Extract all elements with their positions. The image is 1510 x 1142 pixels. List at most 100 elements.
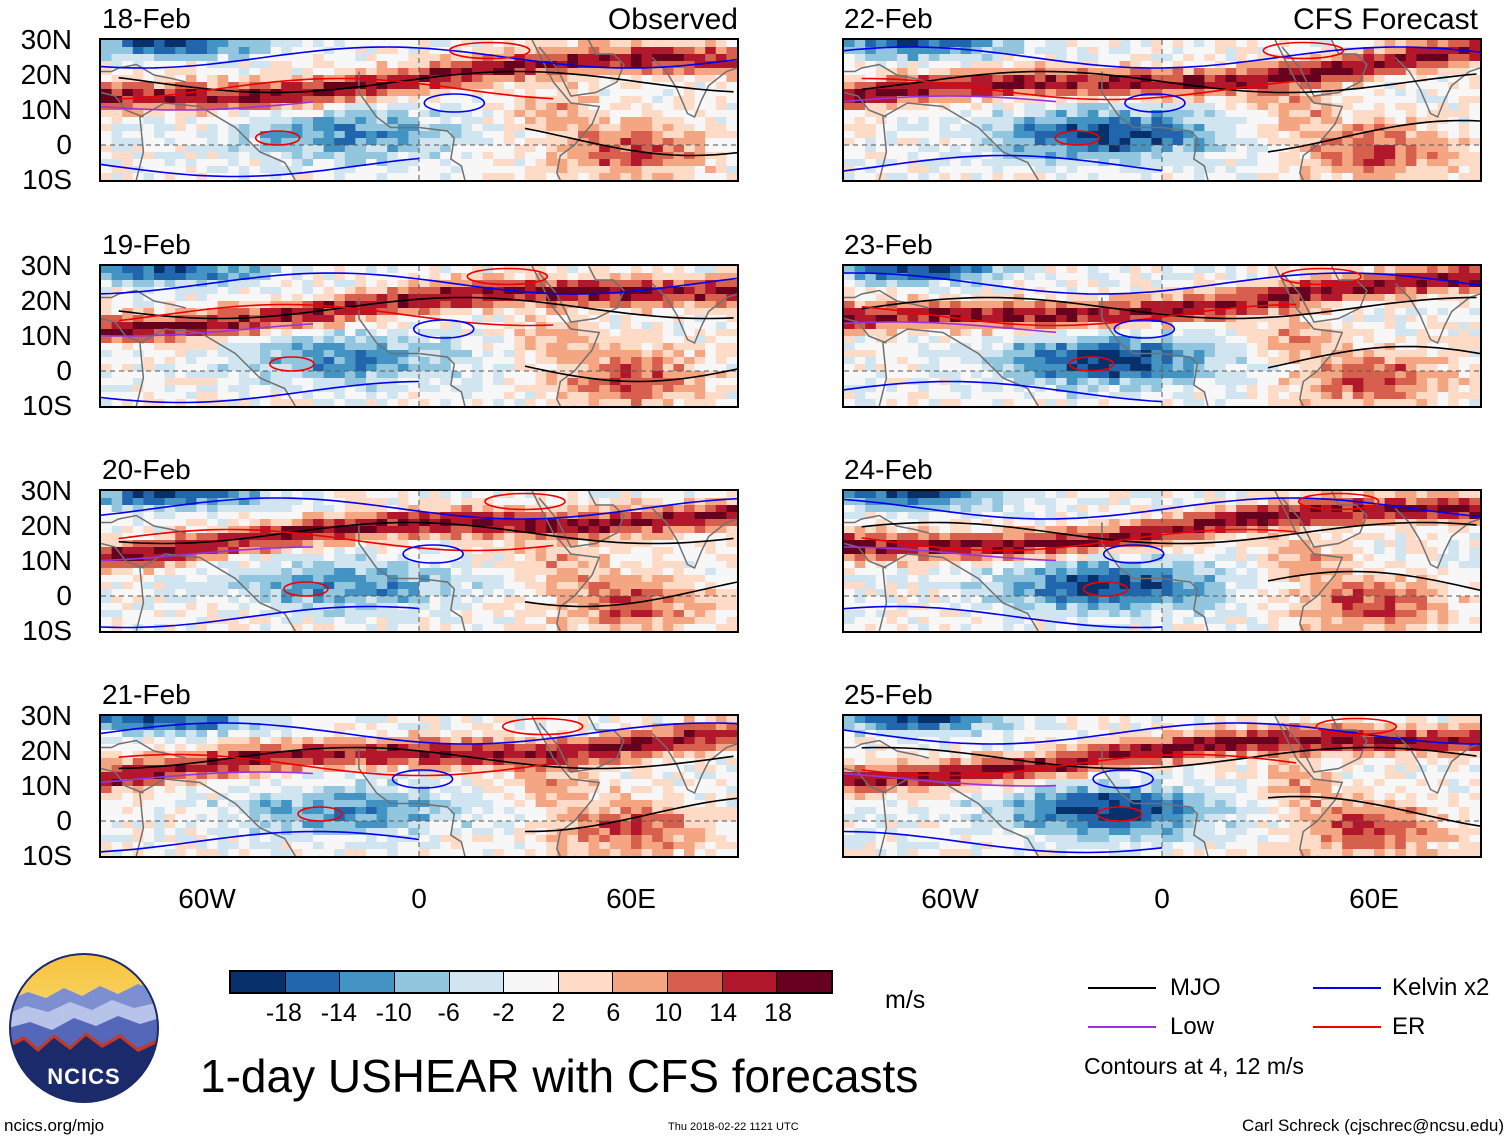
shading-cell xyxy=(132,287,144,295)
shading-cell xyxy=(588,336,600,344)
shading-cell xyxy=(101,723,113,731)
shading-cell xyxy=(260,350,272,358)
shading-cell xyxy=(556,166,568,174)
shading-cell xyxy=(207,124,219,132)
shading-cell xyxy=(662,828,674,836)
shading-cell xyxy=(525,75,537,83)
shading-cell xyxy=(472,842,484,850)
shading-cell xyxy=(631,61,643,69)
shading-cell xyxy=(291,568,303,576)
shading-cell xyxy=(344,89,356,97)
shading-cell xyxy=(260,392,272,400)
shading-cell xyxy=(196,75,208,83)
shading-cell xyxy=(196,533,208,541)
shading-cell xyxy=(694,371,706,379)
shading-cell xyxy=(715,152,727,160)
shading-cell xyxy=(578,554,590,562)
shading-cell xyxy=(111,793,123,801)
shading-cell xyxy=(673,54,685,62)
shading-cell xyxy=(662,280,674,288)
shading-cell xyxy=(461,737,473,745)
shading-cell xyxy=(461,793,473,801)
shading-cell xyxy=(154,131,166,139)
shading-cell xyxy=(461,343,473,351)
shading-cell xyxy=(302,779,314,787)
shading-cell xyxy=(461,315,473,323)
shading-cell xyxy=(715,610,727,618)
shading-cell xyxy=(514,772,526,780)
shading-cell xyxy=(323,540,335,548)
shading-cell xyxy=(207,145,219,153)
shading-cell xyxy=(376,75,388,83)
shading-cell xyxy=(546,399,558,406)
shading-cell xyxy=(249,152,261,160)
shading-cell xyxy=(567,357,579,365)
shading-cell xyxy=(440,103,452,111)
shading-cell xyxy=(705,96,717,104)
shading-cell xyxy=(694,294,706,302)
shading-cell xyxy=(715,371,727,379)
shading-cell xyxy=(578,287,590,295)
shading-cell xyxy=(355,610,367,618)
shading-cell xyxy=(228,336,240,344)
shading-cell xyxy=(429,40,441,48)
shading-cell xyxy=(366,779,378,787)
shading-cell xyxy=(588,526,600,534)
map-panel-19-feb xyxy=(99,264,739,408)
shading-cell xyxy=(260,849,272,856)
shading-cell xyxy=(684,308,696,316)
shading-cell xyxy=(525,399,537,406)
shading-cell xyxy=(101,117,113,125)
shading-cell xyxy=(546,779,558,787)
shading-cell xyxy=(684,117,696,125)
shading-cell xyxy=(408,554,420,562)
shading-cell xyxy=(631,89,643,97)
shading-cell xyxy=(376,399,388,406)
shading-cell xyxy=(440,723,452,731)
shading-cell xyxy=(101,814,113,822)
shading-cell xyxy=(493,343,505,351)
shading-cell xyxy=(164,835,176,843)
shading-cell xyxy=(101,491,113,499)
shading-cell xyxy=(344,138,356,146)
shading-cell xyxy=(111,779,123,787)
shading-cell xyxy=(228,519,240,527)
shading-cell xyxy=(535,40,547,48)
shading-cell xyxy=(514,526,526,534)
shading-cell xyxy=(588,399,600,406)
shading-cell xyxy=(514,273,526,281)
shading-cell xyxy=(1384,40,1396,48)
shading-cell xyxy=(620,266,632,274)
shading-cell xyxy=(461,68,473,76)
shading-cell xyxy=(726,322,737,330)
shading-cell xyxy=(450,357,462,365)
shading-cell xyxy=(217,68,229,76)
shading-cell xyxy=(313,772,325,780)
shading-cell xyxy=(652,315,664,323)
shading-cell xyxy=(482,75,494,83)
shading-cell xyxy=(715,145,727,153)
shading-cell xyxy=(556,378,568,386)
shading-cell xyxy=(281,519,293,527)
shading-cell xyxy=(302,512,314,520)
shading-cell xyxy=(450,772,462,780)
shading-cell xyxy=(652,350,664,358)
shading-cell xyxy=(217,765,229,773)
shading-cell xyxy=(376,89,388,97)
shading-cell xyxy=(726,166,737,174)
shading-cell xyxy=(207,849,219,856)
shading-cell xyxy=(175,301,187,309)
shading-cell xyxy=(281,505,293,513)
shading-cell xyxy=(260,533,272,541)
shading-cell xyxy=(482,835,494,843)
shading-cell xyxy=(567,582,579,590)
shading-cell xyxy=(493,603,505,611)
shading-cell xyxy=(450,40,462,48)
shading-cell xyxy=(408,730,420,738)
shading-cell xyxy=(238,547,250,555)
shading-cell xyxy=(556,814,568,822)
shading-cell xyxy=(419,758,431,766)
shading-cell xyxy=(726,491,737,499)
shading-cell xyxy=(334,117,346,125)
kelvin-contour xyxy=(101,157,420,178)
